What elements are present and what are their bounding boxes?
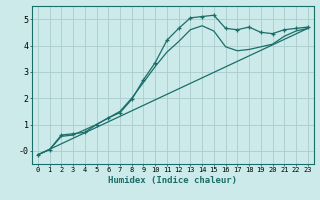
- X-axis label: Humidex (Indice chaleur): Humidex (Indice chaleur): [108, 176, 237, 185]
